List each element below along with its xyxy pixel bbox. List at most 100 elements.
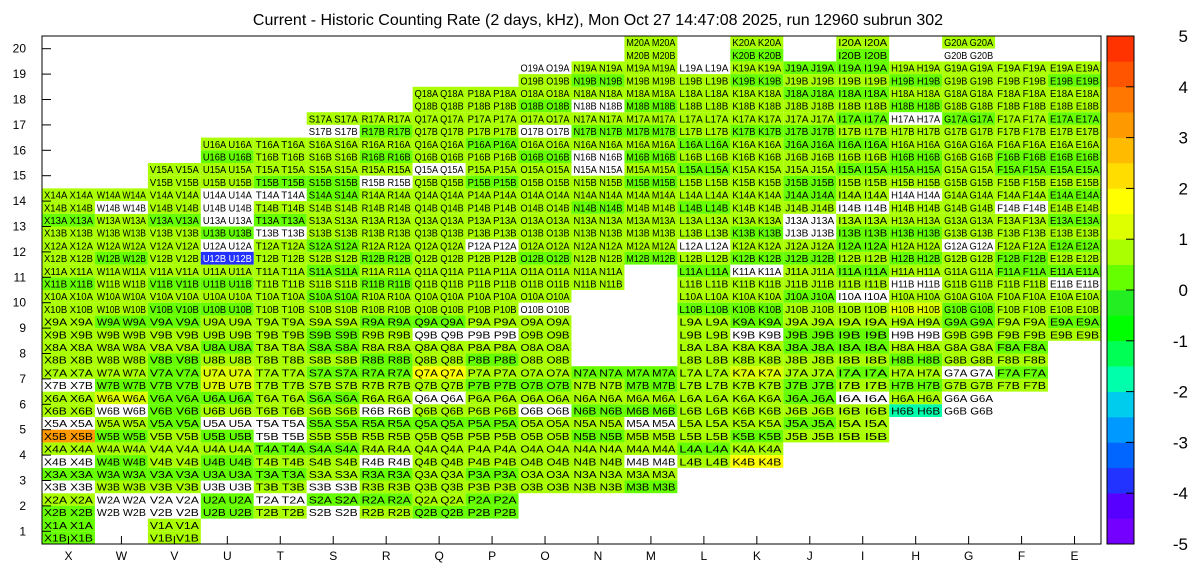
cell-I17A	[836, 112, 890, 125]
cell-F14B	[995, 201, 1049, 214]
cell-label: F13B F13B	[997, 229, 1046, 240]
cell-P17A	[465, 112, 519, 125]
cell-L15B	[677, 175, 731, 189]
cell-U4B	[200, 455, 254, 468]
cell-label: R14B R14B	[362, 203, 411, 214]
cell-T9B	[253, 328, 307, 341]
cell-label: Q17A Q17A	[415, 114, 464, 125]
cell-W13A	[94, 213, 148, 227]
x-tick-label: T	[277, 549, 285, 563]
cell-label: J17A J17A	[785, 114, 834, 125]
palette-swatch	[1107, 86, 1134, 113]
cell-L6B	[677, 404, 731, 417]
cell-Q5B	[412, 429, 466, 443]
cell-O14A	[518, 188, 572, 202]
cell-label: Q4A Q4A	[415, 445, 464, 456]
cell-label: O14A O14A	[521, 191, 570, 202]
cell-label: Q13B Q13B	[415, 229, 464, 240]
cell-label: R10A R10A	[362, 292, 411, 303]
cell-label: I19A I19A	[838, 64, 887, 75]
cell-I8B	[836, 353, 890, 367]
cell-label: H10B H10B	[891, 305, 940, 316]
cell-label: P4A P4A	[468, 445, 517, 456]
cell-R6A	[359, 391, 413, 405]
cell-M19B	[624, 74, 678, 87]
cell-label: P13B P13B	[468, 229, 517, 240]
cell-label: L9A L9A	[679, 318, 728, 329]
cell-N14B	[571, 201, 625, 214]
cell-H15B	[889, 175, 943, 189]
cell-X1A	[42, 518, 95, 532]
cell-label: U10B U10B	[203, 305, 252, 316]
cell-J5A	[783, 417, 837, 430]
cell-label: F16B F16B	[997, 153, 1046, 164]
cell-label: R9A R9A	[362, 318, 411, 329]
cell-label: V11B V11B	[150, 280, 199, 291]
cell-R7B	[359, 378, 413, 392]
cell-label: N7A N7A	[573, 368, 622, 379]
cell-U10A	[200, 290, 254, 303]
cell-O5A	[518, 417, 572, 430]
cell-label: R10B R10B	[362, 305, 411, 316]
cell-label: V15A V15A	[150, 165, 199, 176]
cell-label: T11A T11A	[256, 267, 305, 278]
cell-E10A	[1048, 290, 1101, 303]
cell-H16B	[889, 150, 943, 163]
cell-label: W9B W9B	[97, 330, 146, 341]
cell-N13A	[571, 213, 625, 227]
cell-W4A	[94, 442, 148, 456]
cell-label: K11A K11A	[732, 267, 781, 278]
cell-P12B	[465, 251, 519, 265]
cell-label: M5A M5A	[626, 419, 675, 430]
cell-label: W8B W8B	[97, 356, 146, 367]
y-tick-label: 7	[19, 372, 26, 386]
cell-T12B	[253, 251, 307, 265]
cell-label: P12B P12B	[468, 254, 517, 265]
cell-T13A	[253, 213, 307, 227]
cell-U2A	[200, 493, 254, 506]
cell-label: T14B T14B	[256, 203, 305, 214]
cell-label: U5B U5B	[203, 432, 252, 443]
cell-P14A	[465, 188, 519, 202]
cell-K12B	[730, 251, 784, 265]
cell-P5B	[465, 429, 519, 443]
cell-I11A	[836, 264, 890, 278]
cell-label: P16A P16A	[468, 140, 517, 151]
cell-label: U3A U3A	[203, 470, 252, 481]
cell-L16B	[677, 150, 731, 163]
cell-R14A	[359, 188, 413, 202]
cell-S15B	[306, 175, 360, 189]
cell-label: S11A S11A	[309, 267, 358, 278]
y-tick-label: 1	[19, 524, 26, 538]
cell-R16A	[359, 137, 413, 151]
cell-label: G19B G19B	[944, 76, 993, 87]
cell-R17B	[359, 124, 413, 138]
cell-G11A	[942, 264, 996, 278]
cell-label: R5B R5B	[362, 432, 411, 443]
cell-label: Q2A Q2A	[415, 495, 464, 506]
cell-P15B	[465, 175, 519, 189]
palette-swatch	[1107, 112, 1134, 138]
cell-label: T3A T3A	[256, 470, 305, 481]
cell-H8B	[889, 353, 943, 367]
cell-label: J15A J15A	[785, 165, 834, 176]
cell-O7A	[518, 366, 572, 379]
cell-I14A	[836, 188, 890, 202]
cell-label: S7B S7B	[309, 381, 358, 392]
cell-O17A	[518, 112, 572, 125]
cell-label: O14B O14B	[521, 203, 570, 214]
cell-label: J8A J8A	[785, 343, 834, 354]
cell-label: M20A M20A	[626, 38, 675, 49]
cell-N4A	[571, 442, 625, 456]
x-tick-label: F	[1018, 549, 1025, 563]
cell-label: L12A L12A	[679, 241, 728, 252]
cell-T11A	[253, 264, 307, 278]
cell-E16B	[1048, 150, 1101, 163]
cell-W11B	[94, 277, 148, 290]
cell-label: Q18B Q18B	[415, 102, 464, 113]
cell-L4B	[677, 455, 731, 468]
cell-label: G6B G6B	[944, 407, 993, 418]
cell-label: E17B E17B	[1050, 127, 1099, 138]
cell-P2B	[465, 505, 519, 519]
cell-R8A	[359, 340, 413, 354]
